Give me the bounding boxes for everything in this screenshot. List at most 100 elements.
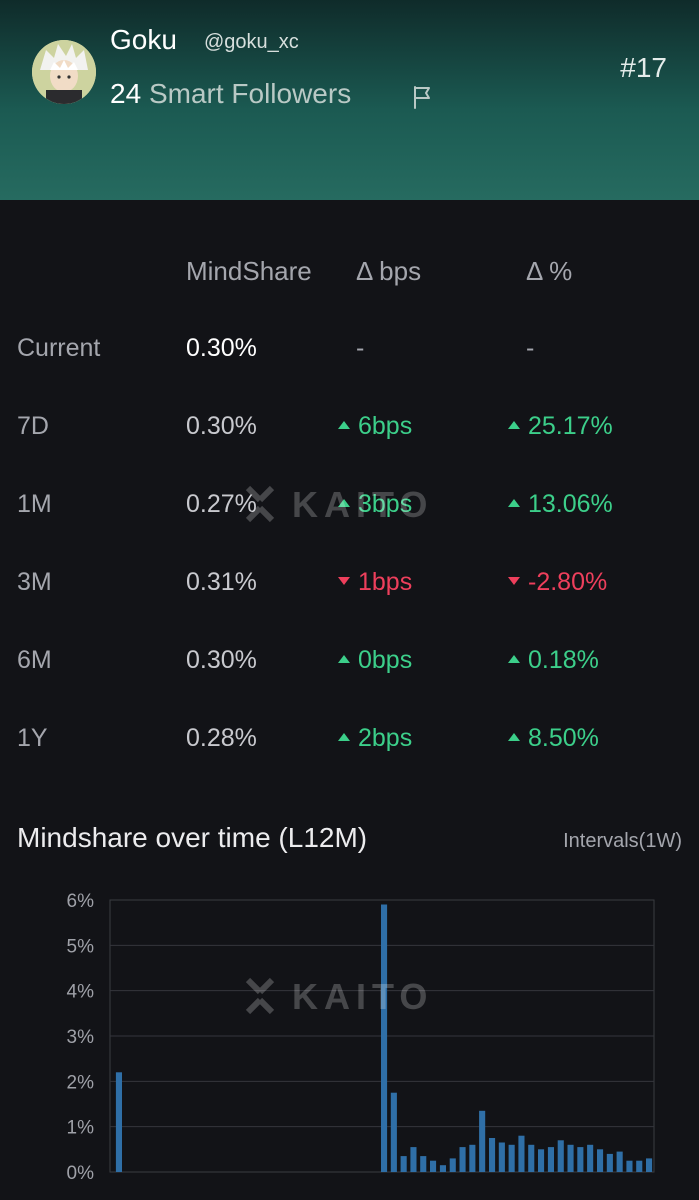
row-label: Current	[17, 334, 101, 362]
chart-bar	[459, 1147, 466, 1172]
chart-bar	[567, 1144, 574, 1172]
triangle-up-icon	[338, 499, 350, 508]
rank-badge: #17	[620, 52, 667, 83]
followers-count: 24	[110, 78, 142, 109]
chart-bar	[508, 1144, 515, 1172]
watermark: KAITO	[244, 484, 456, 529]
avatar[interactable]	[32, 40, 96, 104]
chart-bar	[528, 1144, 535, 1172]
bps-change: 6bps	[338, 412, 412, 441]
chart-watermark: KAITO	[245, 976, 433, 1017]
mindshare-value: 0.31%	[186, 568, 257, 596]
mindshare-value: 0.30%	[186, 646, 257, 674]
row-label: 3M	[17, 568, 52, 596]
bps-value: 6bps	[358, 412, 413, 440]
bps-value: -	[356, 334, 365, 362]
mindshare-value: 0.30%	[186, 334, 257, 362]
chart-bar	[489, 1138, 496, 1172]
chart-bar	[390, 1092, 397, 1172]
chart-bar	[577, 1147, 584, 1172]
bps-change: 1bps	[338, 568, 412, 597]
y-tick-label: 5%	[67, 936, 95, 957]
chart-bars	[115, 904, 653, 1172]
mindshare-chart: 0% 1% 2% 3% 4% 5% 6% KAITO	[67, 891, 655, 1184]
followers-label: Smart Followers	[148, 78, 352, 109]
bps-value: 2bps	[358, 724, 413, 752]
mindshare-value: 0.30%	[186, 412, 257, 440]
intervals-selector[interactable]: Intervals(1W)	[563, 830, 682, 852]
chart-bar	[518, 1135, 525, 1172]
chart-bar	[636, 1160, 643, 1172]
pct-change: -2.80%	[508, 568, 607, 597]
triangle-down-icon	[338, 577, 350, 586]
chart-bar	[626, 1160, 633, 1172]
pct-change: 8.50%	[508, 724, 599, 753]
chart-bar	[538, 1149, 545, 1172]
mindshare-value: 0.27%	[186, 490, 257, 518]
chart-bar	[439, 1165, 446, 1172]
y-tick-label: 4%	[67, 982, 95, 1003]
y-tick-label: 3%	[67, 1027, 95, 1048]
y-axis-ticks: 0% 1% 2% 3% 4% 5% 6%	[67, 891, 95, 1184]
pct-value: 13.06%	[528, 490, 613, 518]
chart-bar	[606, 1153, 613, 1172]
flag-icon[interactable]	[410, 84, 436, 110]
pct-change: 13.06%	[508, 490, 613, 519]
y-tick-label: 6%	[67, 891, 95, 912]
triangle-up-icon	[508, 655, 520, 664]
chart-watermark-text: KAITO	[292, 976, 433, 1017]
col-head-bps: Δ bps	[356, 256, 422, 286]
pct-value: 0.18%	[528, 646, 599, 674]
chart-bar	[449, 1158, 456, 1172]
chart-bar	[115, 1072, 122, 1172]
chart-bar	[430, 1160, 437, 1172]
triangle-down-icon	[508, 577, 520, 586]
profile-header: Goku @goku_xc 24 Smart Followers #17	[0, 0, 699, 200]
chart-bar	[597, 1149, 604, 1172]
chart-bar	[498, 1142, 505, 1172]
chart-bar	[547, 1147, 554, 1172]
chart-bar	[469, 1144, 476, 1172]
triangle-up-icon	[338, 733, 350, 742]
triangle-up-icon	[508, 499, 520, 508]
y-tick-label: 2%	[67, 1072, 95, 1093]
chart-bar	[420, 1156, 427, 1172]
bps-change: 3bps	[338, 490, 412, 519]
bps-value: 3bps	[358, 490, 413, 518]
triangle-up-icon	[508, 421, 520, 430]
triangle-up-icon	[338, 421, 350, 430]
triangle-up-icon	[508, 733, 520, 742]
row-label: 6M	[17, 646, 52, 674]
profile-handle[interactable]: @goku_xc	[204, 31, 299, 53]
y-tick-label: 0%	[67, 1163, 95, 1184]
bps-change: 2bps	[338, 724, 412, 753]
chart-bar	[400, 1156, 407, 1172]
chart-bar	[616, 1151, 623, 1172]
mindshare-value: 0.28%	[186, 724, 257, 752]
smart-followers[interactable]: 24 Smart Followers	[110, 78, 351, 110]
col-head-mindshare: MindShare	[186, 256, 312, 286]
chart-bar	[410, 1147, 417, 1172]
y-tick-label: 1%	[67, 1118, 95, 1139]
chart-bar	[381, 904, 388, 1172]
bps-value: 1bps	[358, 568, 413, 596]
row-label: 1Y	[17, 724, 48, 752]
col-head-pct: Δ %	[526, 256, 573, 286]
chart-bar	[557, 1140, 564, 1172]
pct-change: 25.17%	[508, 412, 613, 441]
pct-value: 8.50%	[528, 724, 599, 752]
pct-change: 0.18%	[508, 646, 599, 675]
pct-value: 25.17%	[528, 412, 613, 440]
chart-bar	[646, 1158, 653, 1172]
bps-value: 0bps	[358, 646, 413, 674]
chart-title: Mindshare over time (L12M)	[17, 822, 368, 853]
kaito-logo-icon	[245, 977, 275, 1015]
row-label: 1M	[17, 490, 52, 518]
bps-change: 0bps	[338, 646, 412, 675]
pct-value: -2.80%	[528, 568, 608, 596]
watermark-text: KAITO	[292, 484, 433, 524]
triangle-up-icon	[338, 655, 350, 664]
chart-bar	[587, 1144, 594, 1172]
row-label: 7D	[17, 412, 49, 440]
profile-name: Goku	[110, 24, 177, 55]
